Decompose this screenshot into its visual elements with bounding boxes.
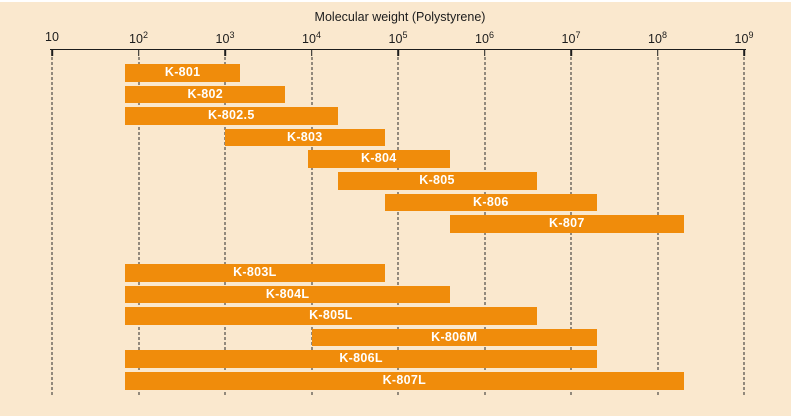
range-bar-label: K-807	[549, 216, 585, 231]
x-axis-tick-label: 107	[561, 30, 581, 47]
range-bar-k-804: K-804	[307, 150, 451, 168]
range-bar-label: K-803	[287, 129, 323, 144]
x-axis-tick-mark	[51, 50, 53, 56]
x-axis-tick-mark	[224, 50, 226, 56]
x-axis-tick-mark	[310, 50, 313, 56]
range-bar-label: K-803L	[233, 265, 277, 279]
range-bar-label: K-806	[473, 194, 509, 209]
chart-title: Molecular weight (Polystyrene)	[314, 10, 486, 24]
range-bar-k-801: K-801	[125, 64, 241, 82]
x-axis-tick-label: 104	[302, 30, 321, 47]
range-bar-k-806l: K-806L	[125, 350, 598, 368]
x-axis-tick-mark	[483, 50, 486, 56]
range-bar-label: K-801	[164, 65, 201, 79]
range-bar-label: K-804	[361, 151, 397, 166]
range-bar-k-805: K-805	[337, 172, 537, 190]
grid-line	[743, 57, 745, 395]
range-bar-label: K-807L	[382, 373, 427, 387]
x-axis-tick-mark	[570, 50, 572, 56]
grid-line	[311, 57, 312, 395]
range-bar-k-802.5: K-802.5	[125, 107, 338, 125]
x-axis-tick-mark	[397, 50, 399, 56]
x-axis-tick-label: 10	[45, 30, 59, 44]
range-bar-k-802: K-802	[125, 85, 286, 104]
x-axis-tick-label: 102	[129, 30, 148, 47]
range-bar-label: K-802.5	[208, 108, 255, 123]
range-bar-label: K-805	[419, 173, 455, 187]
x-axis-tick-mark	[656, 50, 659, 56]
x-axis-line	[50, 49, 746, 50]
range-bar-k-806: K-806	[384, 193, 598, 212]
range-bar-k-807: K-807	[450, 215, 684, 233]
grid-line	[224, 57, 226, 395]
range-bar-k-804l: K-804L	[125, 285, 451, 304]
range-bar-k-803: K-803	[225, 128, 385, 147]
grid-line	[397, 57, 399, 395]
x-axis-tick-label: 106	[475, 30, 494, 47]
range-bar-label: K-806L	[339, 351, 383, 366]
range-bar-label: K-802	[187, 86, 224, 101]
grid-line	[138, 57, 139, 395]
range-bar-k-806m: K-806M	[311, 328, 598, 347]
range-bar-label: K-804L	[265, 286, 310, 301]
x-axis-tick-label: 103	[215, 30, 235, 47]
range-bar-k-807l: K-807L	[125, 372, 684, 390]
x-axis-tick-label: 108	[648, 30, 667, 47]
x-axis-tick-mark	[137, 50, 140, 56]
range-bar-k-803l: K-803L	[125, 264, 385, 282]
grid-line	[51, 57, 53, 395]
x-axis-tick-mark	[743, 50, 745, 56]
x-axis-tick-label: 109	[734, 30, 754, 47]
range-bar-k-805l: K-805L	[125, 307, 537, 325]
range-bar-label: K-805L	[309, 308, 353, 323]
x-axis-tick-label: 105	[388, 30, 408, 47]
range-bar-label: K-806M	[431, 329, 478, 344]
